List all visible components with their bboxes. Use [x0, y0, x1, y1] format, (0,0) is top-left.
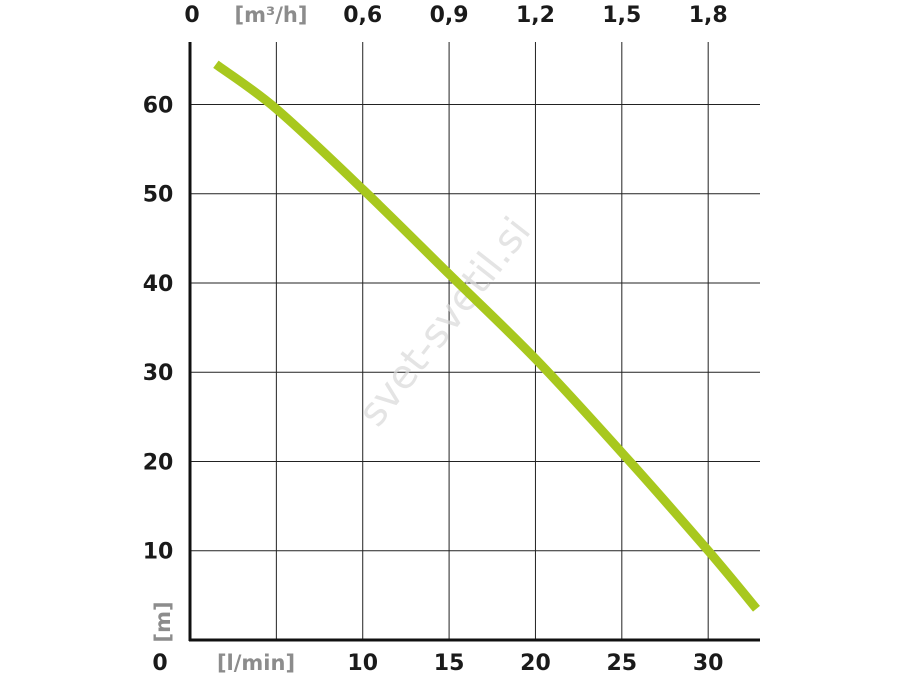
top-tick-label-1: 0,9: [430, 3, 469, 28]
x-axis-unit-label: [l/min]: [217, 651, 295, 675]
y-tick-label-40: 40: [143, 272, 174, 297]
tick-labels: 10 15 20 25 30 0,6 0,9 1,2 1,5 1,8 10 20 30 40 50 60: [143, 3, 728, 675]
y-axis-unit-label: [m]: [151, 601, 175, 642]
x-tick-label-10: 10: [347, 651, 378, 675]
y-tick-label-10: 10: [143, 540, 174, 565]
watermark: svet-svetil.si: [349, 209, 540, 435]
top-tick-label-4: 1,8: [689, 3, 728, 28]
series-group: [213, 60, 760, 612]
top-tick-label-3: 1,5: [602, 3, 641, 28]
y-tick-label-20: 20: [143, 450, 174, 475]
grid-lines: [190, 42, 760, 640]
x-tick-label-30: 30: [693, 651, 724, 675]
top-axis-unit-label: [m³/h]: [235, 3, 308, 27]
top-tick-label-0: 0,6: [343, 3, 382, 28]
y-tick-label-60: 60: [143, 93, 174, 118]
axes: [188, 42, 760, 642]
y-tick-label-30: 30: [143, 361, 174, 386]
top-origin-label: 0: [184, 3, 199, 28]
series-line-0: [213, 60, 760, 612]
y-tick-label-50: 50: [143, 183, 174, 208]
unit-labels: [l/min] [m³/h] [m] 0 0: [151, 3, 307, 675]
x-tick-label-25: 25: [607, 651, 638, 675]
x-tick-label-20: 20: [520, 651, 551, 675]
x-tick-label-15: 15: [434, 651, 465, 675]
origin-label: 0: [152, 651, 167, 675]
top-tick-label-2: 1,2: [516, 3, 555, 28]
